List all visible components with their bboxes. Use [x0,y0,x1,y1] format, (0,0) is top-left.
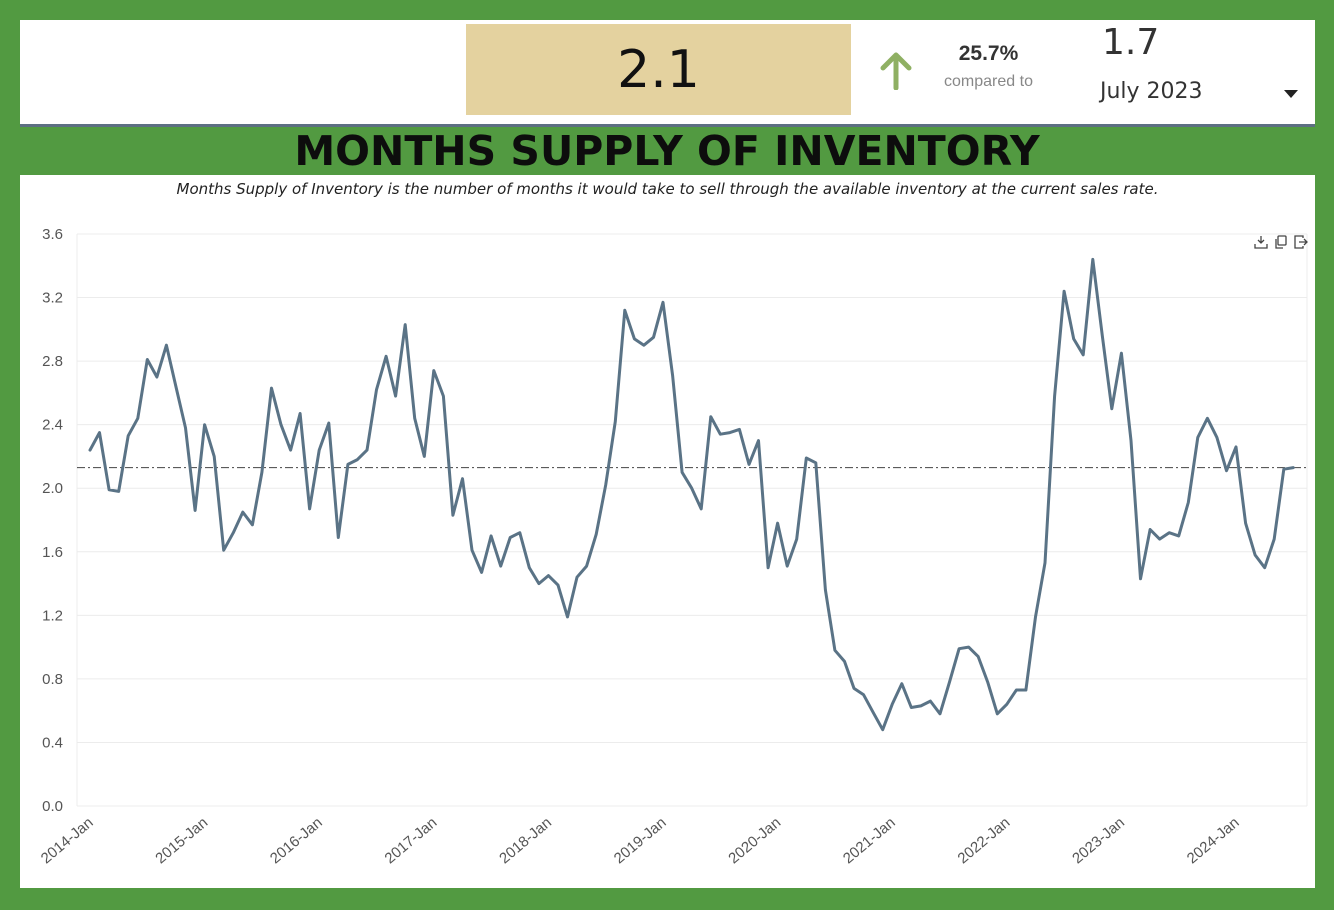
current-value: 2.1 [617,39,700,100]
y-tick-label: 2.8 [42,353,63,370]
x-tick-label: 2017-Jan [382,814,441,867]
y-tick-label: 0.8 [42,671,63,688]
x-tick-label: 2018-Jan [496,814,555,867]
x-tick-label: 2022-Jan [955,814,1014,867]
page-title: MONTHS SUPPLY OF INVENTORY [294,127,1040,175]
chart-subtitle: Months Supply of Inventory is the number… [176,180,1159,198]
current-value-box: 2.1 [466,24,851,115]
y-tick-label: 1.6 [42,544,63,561]
period-select[interactable]: July 2023 [1100,79,1203,104]
summary-panel: 2.1 25.7% compared to 1.7 July 2023 [20,20,1315,124]
x-tick-label: 2016-Jan [267,814,326,867]
chart-toolbar [1254,235,1308,249]
y-tick-label: 0.4 [42,734,63,751]
series-line [88,257,1295,732]
x-tick-label: 2021-Jan [840,814,899,867]
x-tick-label: 2020-Jan [725,814,784,867]
x-tick-label: 2023-Jan [1069,814,1128,867]
chevron-down-icon[interactable] [1284,90,1298,98]
copy-icon[interactable] [1274,235,1288,249]
x-tick-label: 2014-Jan [38,814,97,867]
y-tick-label: 1.2 [42,607,63,624]
compared-to-label: compared to [944,73,1033,90]
y-tick-label: 2.4 [42,417,63,434]
export-icon[interactable] [1294,235,1308,249]
x-tick-label: 2019-Jan [611,814,670,867]
previous-value: 1.7 [1102,22,1160,63]
y-tick-label: 0.0 [42,798,63,815]
download-icon[interactable] [1254,235,1268,249]
line-chart: 0.0 0.4 0.8 1.2 1.6 2.0 2.4 2.8 3.2 3.6 2014-Jan 20… [38,226,1308,867]
change-percent: 25.7% [958,42,1019,65]
x-tick-label: 2015-Jan [152,814,211,867]
y-tick-label: 2.0 [42,480,63,497]
chart-panel: 0.0 0.4 0.8 1.2 1.6 2.0 2.4 2.8 3.2 3.6 2014-Jan 20… [20,175,1315,888]
y-tick-label: 3.6 [42,226,63,243]
up-arrow-icon [880,52,912,90]
y-tick-label: 3.2 [42,290,63,307]
x-tick-label: 2024-Jan [1184,814,1243,867]
divider [20,124,1315,127]
